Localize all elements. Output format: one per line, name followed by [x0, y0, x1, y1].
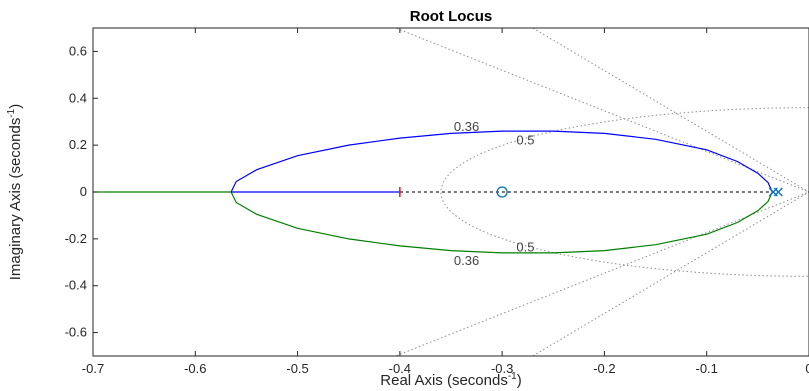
plot-area	[93, 28, 809, 356]
damping-ratio-line	[531, 28, 809, 193]
x-tick-label: -0.5	[286, 361, 308, 376]
y-tick-label: 0.6	[69, 43, 87, 58]
x-axis-label-main: Real Axis (seconds	[380, 372, 508, 389]
damping-label: 0.36	[454, 119, 479, 134]
locus-branch-upper	[230, 130, 773, 193]
x-axis-label: Real Axis (seconds-1)	[380, 371, 521, 389]
damping-ratio-line	[394, 191, 809, 356]
y-axis-ticks: -0.6 -0.4 -0.2 0 0.2 0.4 0.6	[65, 43, 98, 340]
y-tick-label: -0.2	[65, 231, 87, 246]
damping-label: 0.5	[516, 240, 534, 255]
x-tick-label: -0.2	[593, 361, 615, 376]
x-axis-ticks: -0.7 -0.6 -0.5 -0.4 -0.3 -0.2 -0.1 0	[82, 28, 809, 376]
x-tick-label: -0.4	[389, 361, 411, 376]
y-tick-label: -0.4	[65, 278, 87, 293]
pole-zero-markers	[399, 186, 783, 198]
damping-label: 0.36	[454, 253, 479, 268]
y-axis-label: Imaginary Axis (seconds-1)	[6, 104, 24, 280]
x-tick-label: -0.6	[184, 361, 206, 376]
y-axis-label-close: )	[7, 104, 24, 109]
pole-marker	[773, 187, 783, 197]
x-tick-label: -0.3	[491, 361, 513, 376]
y-tick-label: 0.4	[69, 90, 87, 105]
locus-branches	[93, 130, 773, 254]
damping-label: 0.5	[516, 132, 534, 147]
x-axis-label-close: )	[517, 372, 522, 389]
y-axis-label-exponent: -1	[6, 108, 17, 117]
damping-grid-labels: 0.5 0.5 0.36 0.36	[454, 119, 535, 268]
natural-frequency-circle	[440, 107, 809, 277]
locus-branch-lower	[230, 191, 773, 254]
y-tick-label: -0.6	[65, 325, 87, 340]
damping-ratio-line	[394, 28, 809, 193]
damping-ratio-line	[531, 191, 809, 356]
x-tick-label: 0	[805, 361, 809, 376]
y-tick-label: 0	[80, 184, 87, 199]
zero-marker	[496, 186, 508, 198]
y-axis-label-main: Imaginary Axis (seconds	[7, 118, 24, 281]
x-tick-label: -0.7	[82, 361, 104, 376]
x-axis-label-exponent: -1	[508, 371, 517, 382]
chart-title: Root Locus	[410, 8, 493, 25]
x-tick-label: -0.1	[696, 361, 718, 376]
damping-grid	[394, 28, 809, 356]
y-tick-label: 0.2	[69, 137, 87, 152]
